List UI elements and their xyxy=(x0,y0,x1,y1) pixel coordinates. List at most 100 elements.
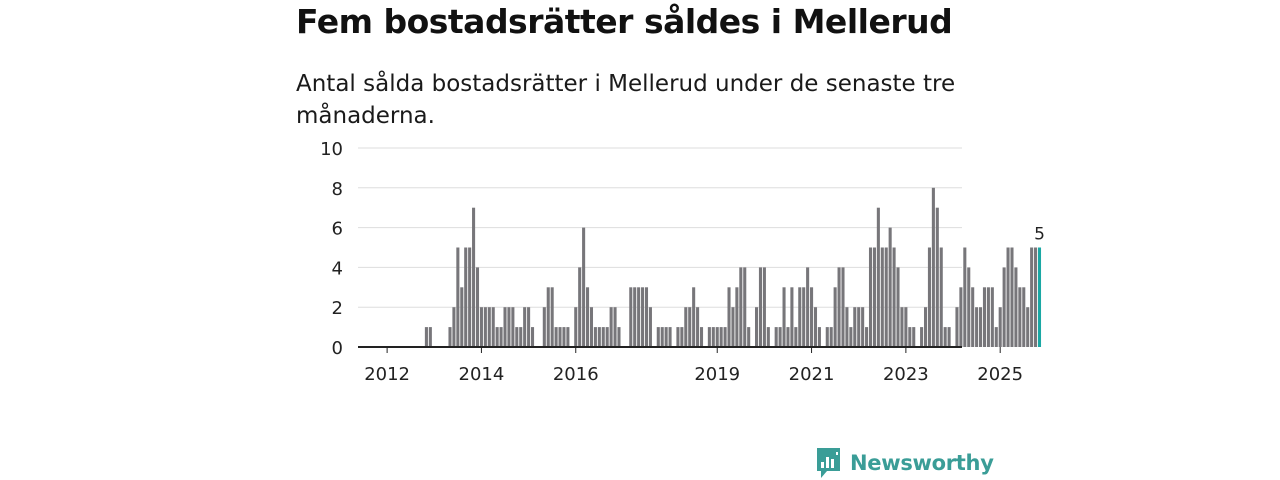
bar xyxy=(483,307,487,347)
bar xyxy=(1010,247,1014,347)
bar xyxy=(982,287,987,347)
x-tick-label: 2016 xyxy=(553,364,599,385)
bar xyxy=(660,327,664,347)
bar xyxy=(633,287,637,347)
bar xyxy=(935,207,939,347)
bar xyxy=(833,287,837,347)
bar xyxy=(487,307,491,347)
bar xyxy=(798,287,802,347)
bar xyxy=(904,307,908,347)
bar xyxy=(491,307,495,347)
bar xyxy=(1002,267,1006,347)
bar xyxy=(648,307,652,347)
bar xyxy=(1022,287,1026,347)
x-tick-label: 2021 xyxy=(789,364,835,385)
bar xyxy=(593,327,597,347)
bar xyxy=(963,247,967,347)
bar xyxy=(719,327,723,347)
bar xyxy=(597,327,601,347)
bar xyxy=(664,327,668,347)
y-tick-label: 6 xyxy=(332,219,343,240)
y-tick-label: 8 xyxy=(332,179,343,200)
bar xyxy=(920,327,924,347)
bar xyxy=(424,327,428,347)
x-tick-label: 2012 xyxy=(364,364,410,385)
bar xyxy=(578,267,582,347)
bar xyxy=(975,307,979,347)
last-value-label: 5 xyxy=(1034,225,1045,245)
bar xyxy=(735,287,739,347)
bar xyxy=(971,287,975,347)
bar xyxy=(967,267,971,347)
y-tick-label: 2 xyxy=(332,298,343,319)
chart-subtitle: Antal sålda bostadsrätter i Mellerud und… xyxy=(296,71,956,129)
bar xyxy=(688,307,692,347)
bar xyxy=(849,327,853,347)
bar xyxy=(861,307,865,347)
bar xyxy=(896,267,900,347)
bar xyxy=(845,307,849,347)
y-tick-label: 4 xyxy=(332,258,343,279)
bar xyxy=(876,207,880,347)
bar xyxy=(743,267,747,347)
bar xyxy=(912,327,916,347)
chart-title: Fem bostadsrätter såldes i Mellerud xyxy=(296,2,953,41)
bar xyxy=(586,287,590,347)
bar xyxy=(927,247,931,347)
bar xyxy=(566,327,570,347)
bar xyxy=(786,327,790,347)
newsworthy-logo-text: Newsworthy xyxy=(850,451,994,475)
bar xyxy=(511,307,515,347)
bar xyxy=(998,307,1002,347)
bar xyxy=(825,327,829,347)
bar xyxy=(711,327,715,347)
bar xyxy=(990,287,994,347)
x-tick-label: 2019 xyxy=(694,364,740,385)
bar xyxy=(868,247,873,347)
bar xyxy=(782,287,786,347)
bar xyxy=(955,307,959,347)
bar xyxy=(699,327,704,347)
bar xyxy=(979,307,983,347)
x-tick-label: 2025 xyxy=(977,364,1023,385)
bar xyxy=(530,327,535,347)
bar xyxy=(550,287,554,347)
bar xyxy=(656,327,660,347)
bar xyxy=(778,327,782,347)
bar xyxy=(546,287,550,347)
bar xyxy=(888,227,892,347)
bar xyxy=(460,287,464,347)
bar xyxy=(617,327,621,347)
bar xyxy=(680,327,684,347)
bar xyxy=(428,327,432,347)
bar xyxy=(515,327,519,347)
bar xyxy=(1026,307,1030,347)
bar xyxy=(554,327,558,347)
bar xyxy=(857,307,861,347)
bar xyxy=(468,247,472,347)
bar xyxy=(994,327,998,347)
bar xyxy=(507,307,511,347)
bar xyxy=(774,327,778,347)
bar xyxy=(519,327,523,347)
bar xyxy=(853,307,857,347)
bar xyxy=(986,287,990,347)
bar xyxy=(605,327,609,347)
bar xyxy=(1030,247,1034,347)
highlight-bar xyxy=(1037,247,1042,347)
bar xyxy=(637,287,641,347)
bar xyxy=(892,247,896,347)
bar xyxy=(790,287,794,347)
bar xyxy=(448,327,452,347)
bar xyxy=(739,267,743,347)
x-tick-label: 2023 xyxy=(883,364,929,385)
bar xyxy=(747,327,751,347)
bar xyxy=(1018,287,1022,347)
bar xyxy=(723,327,727,347)
bar xyxy=(872,247,876,347)
bar xyxy=(794,327,798,347)
bar xyxy=(696,307,700,347)
bar xyxy=(762,267,766,347)
bar xyxy=(813,307,818,347)
